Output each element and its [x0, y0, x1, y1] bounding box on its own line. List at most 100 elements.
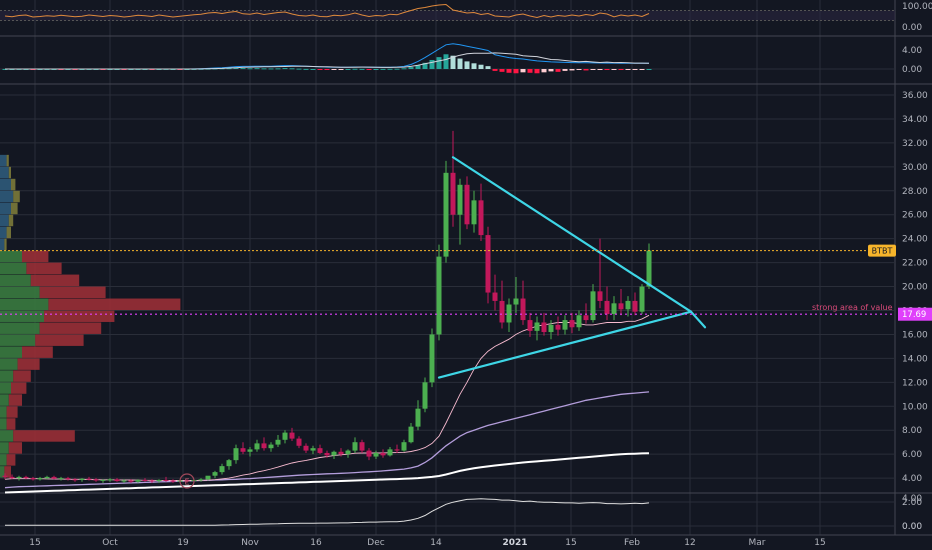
volume-profile-down-bar: [11, 178, 16, 191]
candle-down: [359, 442, 365, 451]
macd-histogram-bar: [240, 68, 246, 70]
current-price-tag: 17.69: [898, 307, 932, 321]
time-tick-label: Feb: [624, 538, 640, 548]
candle-up: [646, 250, 652, 287]
candle-down: [380, 452, 386, 456]
macd-histogram-bar: [499, 69, 505, 72]
macd-histogram-bar: [275, 68, 281, 70]
candle-up: [506, 304, 512, 323]
volume-profile-down-bar: [6, 226, 11, 239]
macd-histogram-bar: [604, 69, 610, 70]
macd-histogram-bar: [457, 58, 463, 69]
candle-down: [240, 448, 246, 452]
candle-up: [457, 184, 463, 215]
candle-down: [366, 450, 372, 457]
price-tick-label: 14.00: [902, 354, 928, 364]
volume-profile-down-bar: [6, 154, 9, 167]
macd-histogram-bar: [268, 68, 274, 70]
sma50-line: [4, 391, 650, 489]
earnings-marker-label: E: [184, 478, 189, 487]
macd-histogram-bar: [401, 68, 407, 70]
candle-up: [429, 334, 435, 383]
candle-up: [226, 460, 232, 467]
macd-histogram-bar: [492, 69, 498, 71]
time-tick-label: 15: [565, 538, 576, 548]
macd-histogram-bar: [555, 69, 561, 72]
macd-histogram-bar: [331, 69, 337, 70]
macd-histogram-bar: [352, 68, 358, 70]
macd-histogram-bar: [485, 66, 491, 69]
candle-down: [142, 479, 148, 481]
candle-up: [233, 448, 239, 461]
candle-up: [37, 478, 43, 480]
volume-profile: [0, 154, 181, 478]
volume-profile-up-bar: [0, 406, 7, 418]
candle-down: [485, 235, 491, 293]
candle-up: [611, 303, 617, 315]
volume-profile-up-bar: [0, 154, 7, 167]
macd-histogram-bar: [324, 69, 330, 70]
volume-profile-down-bar: [4, 466, 11, 478]
macd-histogram-bar: [632, 69, 638, 70]
candle-up: [247, 449, 253, 452]
candle-up: [254, 443, 260, 450]
volume-profile-up-bar: [0, 418, 7, 430]
macd-histogram-bar: [345, 69, 351, 70]
volume-profile-up-bar: [0, 286, 40, 299]
price-tick-label: 24.00: [902, 235, 928, 245]
volume-profile-up-bar: [0, 370, 14, 382]
ticker-price-tag: BTBT: [868, 244, 896, 257]
candle-down: [289, 432, 295, 439]
candle-up: [373, 452, 379, 457]
candle-up: [100, 479, 106, 481]
candle-down: [149, 480, 155, 482]
candle-up: [415, 408, 421, 427]
price-tick-label: 4.00: [902, 474, 922, 484]
candle-up: [576, 315, 582, 328]
candle-down: [317, 448, 323, 453]
volume-profile-down-bar: [13, 430, 75, 442]
candle-up: [121, 480, 127, 482]
macd-histogram-bar: [513, 69, 519, 74]
candle-up: [387, 449, 393, 456]
candle-up: [156, 479, 162, 482]
volume-profile-up-bar: [0, 442, 9, 454]
macd-signal-line: [5, 52, 650, 70]
macd-histogram-bar: [394, 68, 400, 70]
price-tick-label: 16.00: [902, 330, 928, 340]
macd-histogram-bar: [436, 57, 442, 69]
rsi-pane: [0, 3, 895, 21]
macd-histogram-bar: [639, 69, 645, 70]
volume-profile-up-bar: [0, 346, 22, 358]
macd-histogram-bar: [611, 69, 617, 70]
candle-down: [541, 322, 547, 333]
macd-histogram-bar: [569, 69, 575, 71]
price-tick-label: 6.00: [902, 450, 922, 460]
volume-profile-down-bar: [8, 442, 22, 454]
candle-down: [492, 292, 498, 301]
candle-up: [352, 442, 358, 451]
candle-up: [590, 291, 596, 321]
macd-histogram-bar: [373, 69, 379, 70]
candle-down: [604, 300, 610, 315]
candle-up: [443, 172, 449, 257]
macd-histogram-bar: [576, 69, 582, 70]
candle-up: [471, 200, 477, 225]
annotation-strong-area: strong area of value: [812, 303, 893, 312]
candle-up: [58, 478, 64, 480]
price-levels: [0, 250, 895, 315]
earnings-marker[interactable]: E: [179, 473, 195, 489]
candle-down: [261, 443, 267, 449]
rsi-band: [0, 10, 895, 21]
volume-profile-up-bar: [0, 178, 11, 191]
volume-profile-up-bar: [0, 454, 7, 466]
volume-profile-down-bar: [13, 370, 31, 382]
price-tick-label: 32.00: [902, 139, 928, 149]
macd-histogram-bar: [590, 69, 596, 70]
macd-histogram-bar: [296, 68, 302, 70]
candle-down: [583, 315, 589, 321]
macd-histogram-bar: [450, 55, 456, 69]
volume-profile-down-bar: [8, 214, 14, 227]
volume-profile-down-bar: [6, 454, 16, 466]
